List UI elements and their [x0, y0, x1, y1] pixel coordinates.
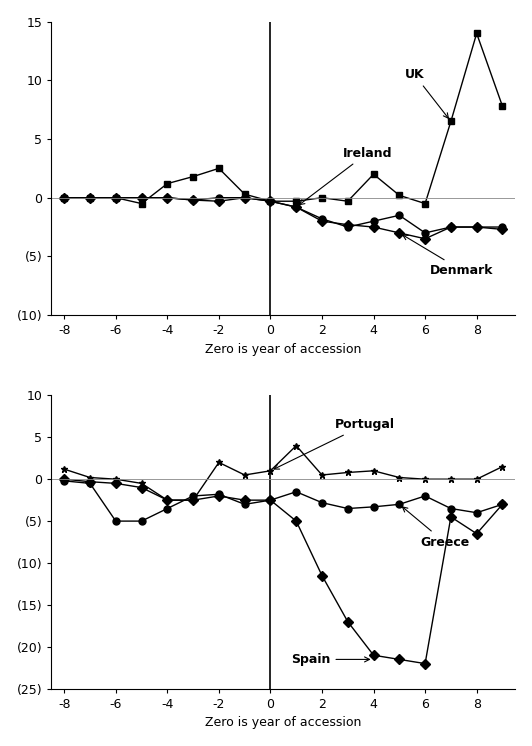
X-axis label: Zero is year of accession: Zero is year of accession [205, 716, 362, 730]
Text: Spain: Spain [291, 653, 370, 666]
Text: Ireland: Ireland [300, 147, 392, 204]
Text: UK: UK [404, 68, 448, 119]
Text: Portugal: Portugal [274, 419, 395, 469]
Text: Greece: Greece [402, 507, 469, 548]
Text: Denmark: Denmark [403, 235, 494, 277]
X-axis label: Zero is year of accession: Zero is year of accession [205, 342, 362, 356]
